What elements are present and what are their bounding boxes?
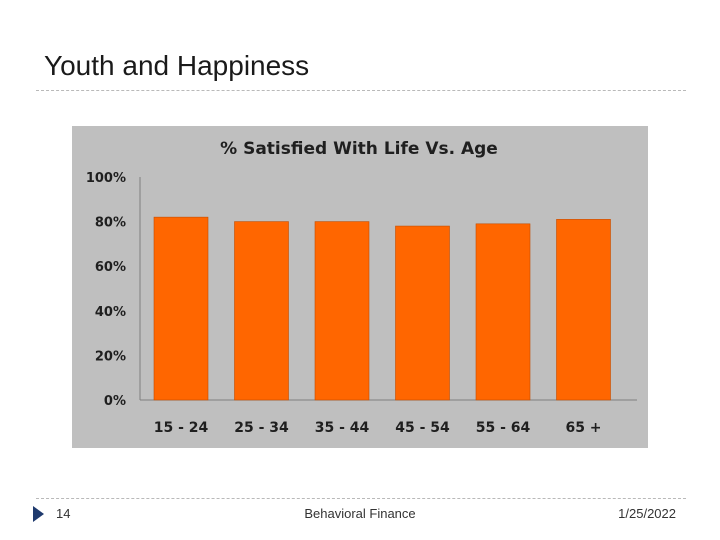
y-axis-ticks: 0% 20% 40% 60% 80% 100% bbox=[86, 171, 126, 409]
bar-45-54 bbox=[395, 225, 450, 401]
y-tick-label: 20% bbox=[95, 349, 126, 364]
slide-title: Youth and Happiness bbox=[44, 50, 310, 81]
x-tick-label: 25 - 34 bbox=[234, 420, 289, 436]
bar-35-44 bbox=[314, 221, 370, 401]
y-tick-label: 40% bbox=[95, 305, 126, 320]
bar-55-64 bbox=[475, 223, 531, 401]
bar-series bbox=[153, 216, 611, 401]
footer-arrow-icon bbox=[33, 506, 44, 522]
title-divider bbox=[36, 90, 686, 91]
x-tick-label: 35 - 44 bbox=[315, 420, 370, 436]
chart-title: % Satisfied With Life Vs. Age bbox=[220, 139, 498, 159]
bar-25-34 bbox=[234, 221, 289, 401]
chart-panel: % Satisfied With Life Vs. Age 0% 20% 40% 60… bbox=[72, 126, 648, 448]
x-tick-label: 55 - 64 bbox=[476, 420, 531, 436]
x-tick-label: 15 - 24 bbox=[154, 420, 209, 436]
x-tick-label: 45 - 54 bbox=[395, 420, 450, 436]
x-tick-label: 65 + bbox=[565, 420, 601, 436]
footer-divider bbox=[36, 498, 686, 499]
y-tick-label: 80% bbox=[95, 216, 126, 231]
x-axis-ticks: 15 - 24 25 - 34 35 - 44 45 - 54 55 - 64 65 + bbox=[154, 420, 602, 436]
y-tick-label: 60% bbox=[95, 260, 126, 275]
page-number: 14 bbox=[56, 506, 71, 521]
y-tick-label: 0% bbox=[104, 394, 126, 409]
footer-date: 1/25/2022 bbox=[618, 506, 676, 521]
footer-text: Behavioral Finance bbox=[304, 506, 416, 521]
bar-15-24 bbox=[153, 216, 209, 401]
y-tick-label: 100% bbox=[86, 171, 126, 186]
bar-65 bbox=[556, 219, 611, 401]
bar-chart: % Satisfied With Life Vs. Age 0% 20% 40% 60… bbox=[86, 139, 637, 436]
